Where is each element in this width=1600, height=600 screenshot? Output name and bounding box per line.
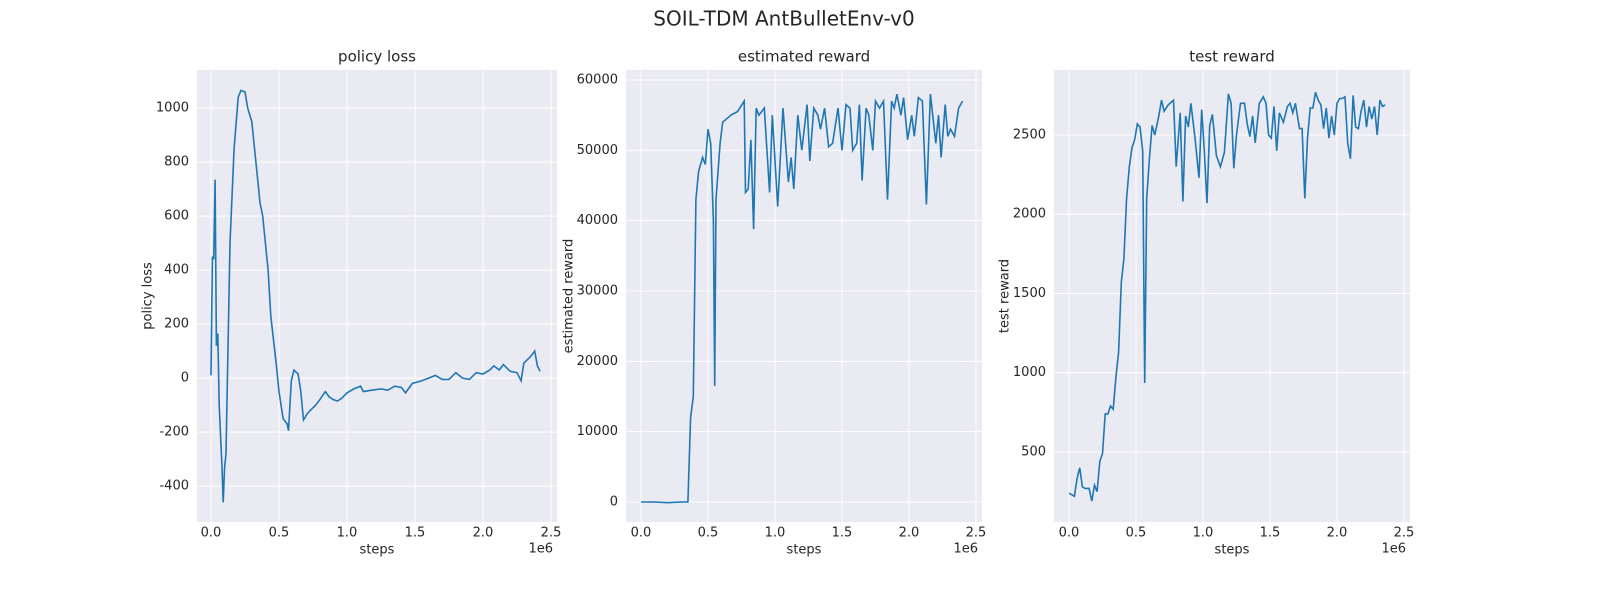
y-tick-label: 10000 [577,424,618,439]
y-tick-label: 1000 [1013,365,1046,380]
y-tick-label: -400 [159,479,189,494]
x-axis-label: steps [360,543,395,558]
subplot-title: estimated reward [738,48,870,66]
y-tick-label: 30000 [577,283,618,298]
x-offset-label: 1e6 [953,542,978,557]
x-tick-label: 2.5 [966,526,987,541]
x-tick-label: 0.5 [698,526,719,541]
x-tick-label: 2.0 [473,526,494,541]
y-tick-label: 20000 [577,354,618,369]
y-tick-label: 2000 [1013,207,1046,222]
x-tick-label: 1.0 [1193,526,1214,541]
y-tick-label: 1500 [1013,286,1046,301]
data-line [1068,91,1386,502]
x-tick-label: 1.5 [832,526,853,541]
data-line [641,93,964,504]
subplot-title: test reward [1189,48,1275,66]
y-tick-label: 800 [164,155,189,170]
x-tick-label: 0.0 [201,526,222,541]
y-tick-label: 60000 [577,72,618,87]
x-tick-label: 1.5 [1260,526,1281,541]
x-tick-label: 0.5 [1126,526,1147,541]
figure-title: SOIL-TDM AntBulletEnv-v0 [653,7,914,31]
x-offset-label: 1e6 [528,542,553,557]
x-tick-label: 1.0 [765,526,786,541]
y-axis-label: estimated reward [562,239,577,354]
y-tick-label: 50000 [577,143,618,158]
x-tick-label: 1.5 [405,526,426,541]
y-tick-label: 0 [610,494,618,509]
x-tick-label: 2.5 [541,526,562,541]
x-tick-label: 0.5 [269,526,290,541]
y-tick-label: 600 [164,209,189,224]
y-tick-label: 200 [164,317,189,332]
x-offset-label: 1e6 [1381,542,1406,557]
y-tick-label: 400 [164,263,189,278]
data-line [210,89,541,503]
y-tick-label: 2500 [1013,127,1046,142]
y-tick-label: 1000 [156,101,189,116]
subplot-title: policy loss [338,48,416,66]
x-tick-label: 2.0 [899,526,920,541]
x-tick-label: 0.0 [631,526,652,541]
x-axis-label: steps [1215,543,1250,558]
y-axis-label: policy loss [141,262,156,330]
x-tick-label: 2.0 [1327,526,1348,541]
x-tick-label: 1.0 [337,526,358,541]
plot-background [626,70,982,522]
y-axis-label: test reward [998,259,1013,333]
x-axis-label: steps [787,543,822,558]
x-tick-label: 2.5 [1394,526,1415,541]
plot-background [197,70,557,522]
y-tick-label: 0 [181,371,189,386]
y-tick-label: 40000 [577,213,618,228]
y-tick-label: -200 [159,425,189,440]
y-tick-label: 500 [1021,444,1046,459]
x-tick-label: 0.0 [1059,526,1080,541]
